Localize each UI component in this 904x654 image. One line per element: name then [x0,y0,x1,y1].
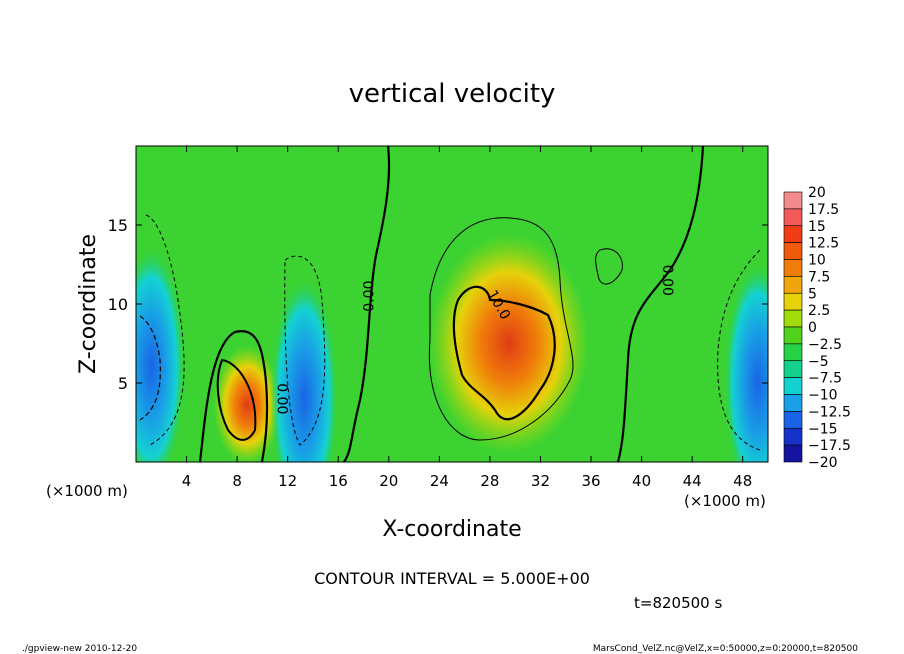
downdraft-region [136,247,186,462]
colorbar-label: 7.5 [808,269,830,285]
colorbar-swatch [783,394,803,412]
x-tick-label: 16 [329,472,348,490]
footer-left: ./gpview-new 2010-12-20 [22,644,137,654]
colorbar-swatch [783,309,803,328]
colorbar-swatch [783,427,803,446]
colorbar-label: −12.5 [808,404,851,420]
y-tick-label: 10 [108,295,128,314]
x-tick-label: 48 [733,472,752,490]
x-axis-label: X-coordinate [382,517,521,542]
colorbar-swatch [783,276,803,294]
contour-label: 0.00 [362,281,378,312]
footer-right: MarsCond_VelZ.nc@VelZ,x=0:50000,z=0:2000… [593,644,858,654]
colorbar-label: −10 [808,388,838,404]
x-unit-left: (×1000 m) [46,482,128,500]
y-ticks: 5 10 15 [108,216,768,393]
colorbar-label: 10 [808,253,826,269]
colorbar-swatch [783,225,803,243]
x-tick-label: 8 [232,472,242,490]
y-axis-label: Z-coordinate [76,234,101,374]
downdraft-region [270,278,339,462]
colorbar-swatch [783,411,803,429]
colorbar-label: 0 [808,320,817,336]
colorbar-label: −17.5 [808,438,851,454]
contour-label: 0.00 [274,383,290,414]
updraft-region [428,233,589,454]
colorbar-swatch [783,208,803,227]
y-tick-label: 15 [108,216,128,235]
colorbar-swatch [783,259,803,277]
colorbar-swatch [783,191,803,210]
downdraft-region [723,263,768,462]
colorbar-swatch [783,377,803,395]
y-tick-label: 5 [118,374,128,393]
colorbar-swatch [783,360,803,378]
colorbar-label: 17.5 [808,202,839,218]
x-tick-label: 12 [278,472,297,490]
contour-lines [139,146,761,462]
colorbar-label: 12.5 [808,236,839,252]
colorbar-swatch [783,292,803,311]
x-tick-label: 44 [683,472,702,490]
x-unit-right: (×1000 m) [684,492,766,510]
x-tick-label: 32 [531,472,550,490]
x-tick-label: 24 [430,472,449,490]
colorbar-label: −7.5 [808,371,842,387]
colorbar-label: 5 [808,286,817,302]
colorbar-swatch [783,343,803,362]
contour-label: 0.00 [659,265,675,296]
colorbar-swatch [783,444,803,463]
colorbar-label: 2.5 [808,303,830,319]
x-tick-label: 4 [182,472,192,490]
x-tick-label: 40 [632,472,651,490]
time-label: t=820500 s [634,594,722,612]
colorbar-swatch [783,242,803,260]
colorbar-label: −5 [808,354,829,370]
colorbar-label: −15 [808,421,838,437]
x-tick-label: 28 [480,472,499,490]
chart-title: vertical velocity [349,79,556,109]
colorbar-label: −2.5 [808,337,842,353]
contour-interval: CONTOUR INTERVAL = 5.000E+00 [314,569,590,588]
x-tick-label: 20 [379,472,398,490]
colorbar-swatch [783,326,803,345]
x-ticks: 4 8 12 16 20 24 28 32 36 40 44 48 [182,146,752,490]
colorbar-label: 15 [808,219,826,235]
colorbar: 2017.51512.5107.552.50−2.5−5−7.5−10−12.5… [783,185,851,471]
colorbar-label: −20 [808,455,838,471]
colorbar-label: 20 [808,185,826,201]
x-tick-label: 36 [581,472,600,490]
